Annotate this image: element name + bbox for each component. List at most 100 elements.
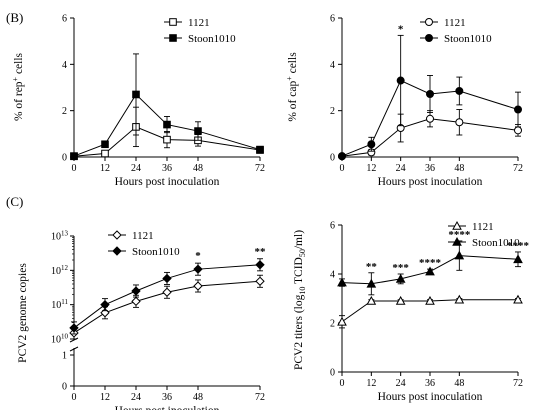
data-point [131, 286, 141, 296]
data-point [256, 145, 264, 154]
legend-label: 1121 [132, 230, 154, 242]
legend-label: 1121 [472, 221, 494, 233]
x-tick-label: 24 [131, 392, 141, 403]
panel-label-b: (B) [6, 10, 23, 25]
data-point [395, 295, 406, 305]
data-point [193, 281, 203, 291]
data-point [513, 254, 523, 264]
data-point [70, 152, 78, 160]
data-point [69, 323, 79, 333]
legend-label: Stoon1010 [132, 246, 180, 258]
series-line [341, 299, 518, 323]
series-stoon1010 [337, 240, 523, 296]
x-tick-label: 72 [513, 163, 523, 174]
x-tick-label: 12 [366, 163, 376, 174]
series-stoon1010 [69, 258, 265, 335]
data-point [193, 264, 203, 274]
x-tick-label: 48 [193, 163, 203, 174]
y-tick-label: 1 [62, 351, 67, 362]
series-line [341, 118, 519, 157]
x-tick-label: 24 [131, 163, 141, 174]
data-point [337, 316, 347, 326]
legend-label: Stoon1010 [444, 33, 492, 45]
y-tick-label: 6 [62, 14, 67, 25]
y-tick-label: 4 [62, 60, 67, 71]
data-point [366, 295, 377, 305]
data-point [337, 277, 347, 287]
legend-marker [169, 18, 177, 26]
x-tick-label: 36 [162, 392, 172, 403]
x-tick-label: 24 [396, 163, 406, 174]
x-tick-label: 36 [162, 163, 172, 174]
x-axis-label: Hours post inoculation [115, 176, 220, 188]
y-tick-label: 2 [330, 106, 335, 117]
data-point [255, 260, 265, 270]
significance-label: **** [507, 240, 530, 252]
data-point [514, 105, 522, 114]
series-stoon1010 [70, 53, 264, 160]
legend-marker [425, 18, 433, 26]
panel-label-c: (C) [6, 194, 23, 209]
data-point [131, 296, 141, 307]
series-stoon1010 [338, 34, 522, 161]
data-point [426, 114, 434, 123]
x-axis-label: Hours post inoculation [378, 176, 483, 188]
y-axis-label: % of cap+ cells [285, 52, 299, 122]
data-point [454, 250, 465, 260]
data-point [425, 295, 435, 305]
x-tick-label: 48 [454, 163, 464, 174]
x-tick-label: 12 [100, 392, 110, 403]
data-point [395, 273, 406, 283]
data-point [454, 294, 465, 304]
x-tick-label: 0 [340, 163, 345, 174]
x-tick-label: 48 [193, 392, 203, 403]
legend-label: Stoon1010 [472, 237, 520, 249]
data-point [338, 152, 346, 161]
y-tick-label: 0 [330, 153, 335, 164]
y-tick-label: 1010 [51, 333, 69, 346]
data-point [163, 120, 171, 129]
y-tick-label: 0 [62, 153, 67, 164]
x-tick-label: 24 [396, 378, 406, 389]
series-1121 [337, 294, 523, 329]
x-tick-label: 0 [340, 378, 345, 389]
legend-marker [452, 220, 462, 230]
y-axis-label: PCV2 genome copies [17, 263, 29, 363]
series-1121 [70, 106, 264, 161]
data-point [101, 140, 109, 149]
series-line [73, 264, 261, 329]
data-point [455, 86, 464, 95]
x-tick-label: 12 [366, 378, 376, 389]
x-tick-label: 72 [255, 392, 265, 403]
series-line [73, 126, 261, 157]
x-tick-label: 72 [513, 378, 523, 389]
data-point [366, 278, 377, 288]
significance-label: ** [255, 246, 267, 258]
data-point [194, 127, 202, 135]
x-tick-label: 0 [72, 392, 77, 403]
y-tick-label: 0 [330, 368, 335, 379]
data-point [426, 89, 434, 98]
data-point [163, 135, 171, 144]
legend-marker [112, 246, 122, 256]
data-point [162, 273, 172, 284]
legend-marker [425, 34, 433, 42]
x-tick-label: 0 [72, 163, 77, 174]
y-tick-label: 4 [330, 270, 335, 281]
y-tick-label: 6 [330, 221, 335, 232]
y-tick-label: 4 [330, 60, 335, 71]
data-point [367, 140, 376, 149]
significance-label: ** [366, 261, 378, 273]
x-tick-label: 48 [454, 378, 464, 389]
data-point [514, 126, 522, 135]
y-tick-label: 0 [62, 382, 67, 393]
x-tick-label: 36 [425, 163, 435, 174]
y-axis-label: PCV2 titers (log10 TCID50/ml) [293, 230, 307, 370]
significance-label: **** [448, 229, 471, 241]
series-line [341, 255, 519, 285]
x-tick-label: 36 [425, 378, 435, 389]
